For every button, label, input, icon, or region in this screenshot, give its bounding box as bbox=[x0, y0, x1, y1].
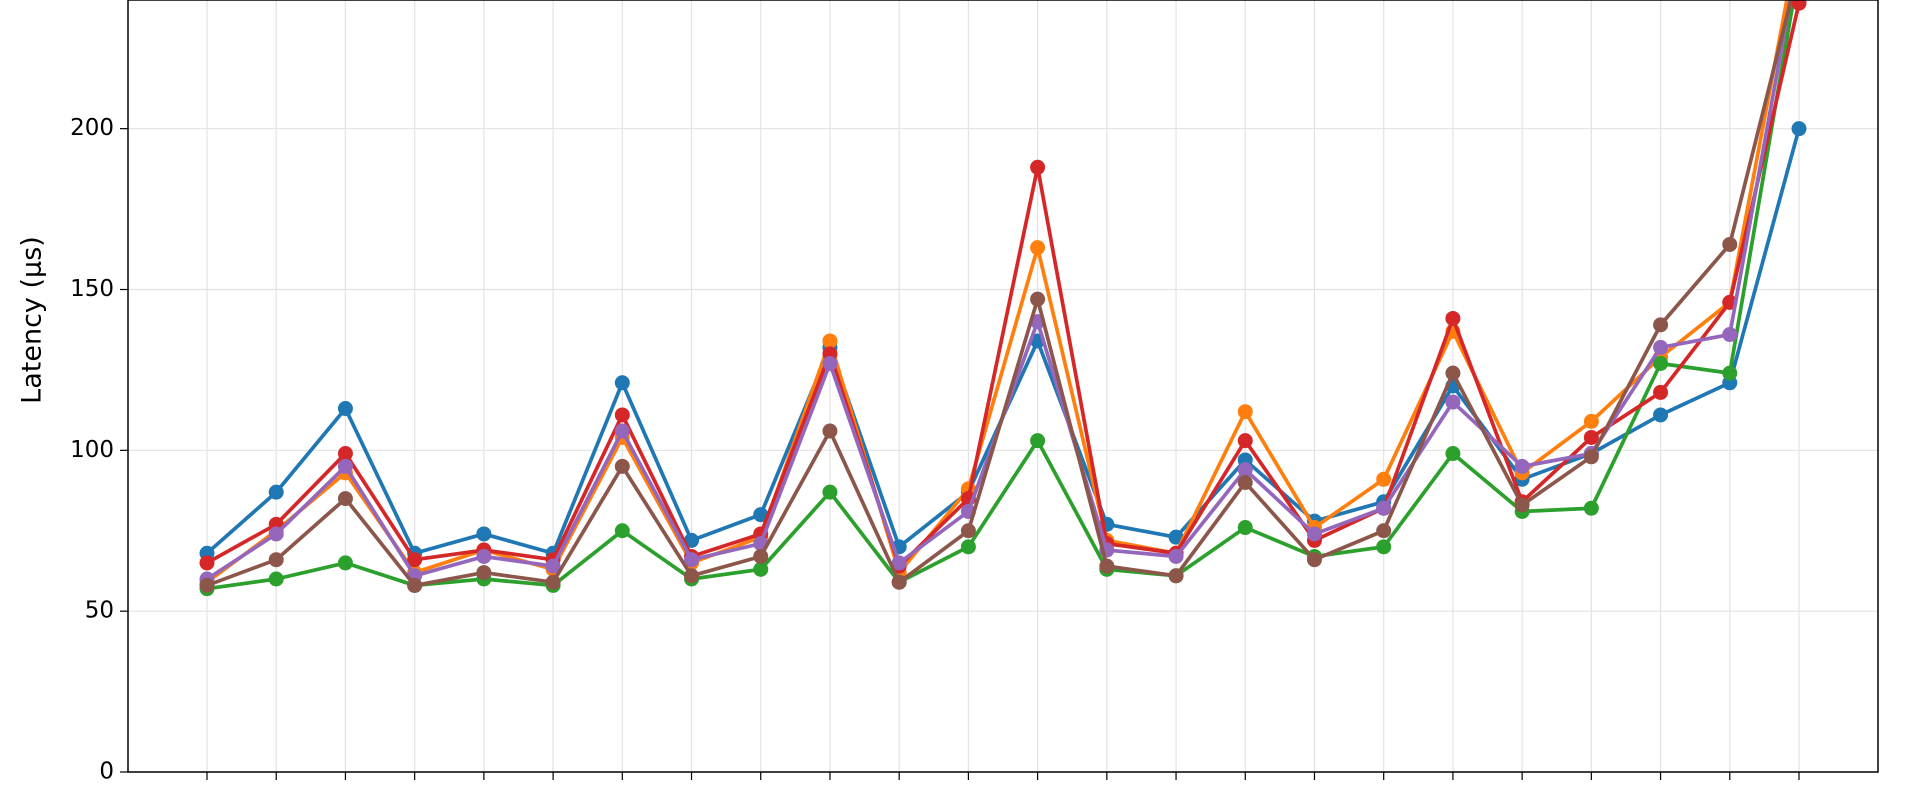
data-point bbox=[268, 552, 284, 568]
y-tick-label: 150 bbox=[70, 276, 114, 302]
data-point bbox=[1445, 310, 1461, 326]
data-point bbox=[822, 333, 838, 349]
series-line bbox=[206, 0, 1793, 588]
data-point bbox=[268, 484, 284, 500]
data-point bbox=[822, 484, 838, 500]
y-tick-label: 200 bbox=[70, 115, 114, 141]
data-point bbox=[1168, 529, 1184, 545]
data-point bbox=[1791, 0, 1807, 11]
data-point bbox=[1376, 500, 1392, 516]
data-point bbox=[337, 458, 353, 474]
data-point bbox=[1583, 500, 1599, 516]
data-point bbox=[684, 532, 700, 548]
data-point bbox=[1099, 558, 1115, 574]
series-line bbox=[206, 0, 1796, 591]
data-point bbox=[1514, 458, 1530, 474]
data-point bbox=[476, 526, 492, 542]
data-point bbox=[337, 491, 353, 507]
data-point bbox=[1168, 548, 1184, 564]
y-tick-label: 50 bbox=[85, 598, 114, 624]
data-point bbox=[684, 568, 700, 584]
data-point bbox=[1653, 407, 1669, 423]
data-point bbox=[822, 355, 838, 371]
data-point bbox=[960, 539, 976, 555]
data-point bbox=[960, 523, 976, 539]
data-point bbox=[1306, 526, 1322, 542]
data-point bbox=[268, 526, 284, 542]
data-point bbox=[1237, 433, 1253, 449]
data-point bbox=[476, 565, 492, 581]
data-point bbox=[545, 558, 561, 574]
data-point bbox=[1583, 429, 1599, 445]
data-point bbox=[614, 375, 630, 391]
data-point bbox=[822, 423, 838, 439]
data-point bbox=[1445, 365, 1461, 381]
data-point bbox=[1237, 462, 1253, 478]
data-point bbox=[1237, 475, 1253, 490]
data-point bbox=[1030, 159, 1046, 175]
data-point bbox=[753, 561, 769, 577]
data-point bbox=[1445, 446, 1461, 462]
data-point bbox=[1376, 471, 1392, 487]
y-axis-label: Latency (µs) bbox=[17, 236, 48, 404]
data-point bbox=[1237, 404, 1253, 420]
data-point bbox=[684, 552, 700, 568]
data-point bbox=[614, 523, 630, 539]
data-point bbox=[337, 446, 353, 462]
data-point bbox=[337, 401, 353, 417]
data-point bbox=[1445, 394, 1461, 410]
plot-area bbox=[199, 0, 1807, 597]
data-point bbox=[1653, 339, 1669, 355]
data-point bbox=[545, 574, 561, 590]
data-point bbox=[407, 552, 423, 568]
data-point bbox=[199, 555, 215, 571]
data-point bbox=[1791, 121, 1807, 137]
plot-frame bbox=[127, 0, 1879, 773]
data-point bbox=[753, 507, 769, 523]
data-point bbox=[1583, 413, 1599, 429]
data-point bbox=[1376, 539, 1392, 555]
data-point bbox=[1583, 449, 1599, 465]
data-point bbox=[1168, 568, 1184, 584]
data-point bbox=[1030, 240, 1046, 256]
data-point bbox=[476, 548, 492, 564]
series-line bbox=[206, 2, 1801, 568]
data-point bbox=[614, 423, 630, 439]
data-point bbox=[1722, 327, 1738, 343]
data-point bbox=[1653, 355, 1669, 371]
data-point bbox=[1653, 317, 1669, 333]
data-point bbox=[199, 577, 215, 593]
data-point bbox=[1237, 520, 1253, 536]
data-point bbox=[1514, 497, 1530, 513]
y-tick-label: 100 bbox=[70, 437, 114, 463]
data-point bbox=[614, 407, 630, 423]
data-point bbox=[268, 571, 284, 587]
data-point bbox=[337, 555, 353, 571]
y-tick-label: 0 bbox=[99, 759, 114, 785]
data-point bbox=[1306, 552, 1322, 568]
data-point bbox=[1030, 433, 1046, 449]
data-point bbox=[1722, 236, 1738, 252]
data-point bbox=[1376, 523, 1392, 539]
data-point bbox=[891, 555, 907, 571]
data-point bbox=[407, 577, 423, 593]
data-point bbox=[1030, 291, 1046, 307]
data-point bbox=[614, 458, 630, 474]
data-point bbox=[1653, 384, 1669, 400]
data-point bbox=[753, 548, 769, 564]
data-point bbox=[1722, 365, 1738, 381]
data-point bbox=[891, 574, 907, 590]
